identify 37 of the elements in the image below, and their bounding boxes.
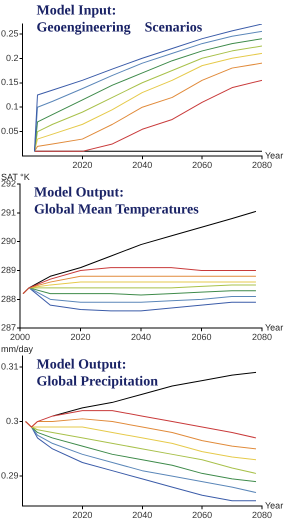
x-tick-label: 2060 xyxy=(192,160,212,170)
chart-subtitle: Geoengineering Scenarios xyxy=(36,20,203,36)
x-tick-label: 2080 xyxy=(252,160,272,170)
text: Global Mean Temperatures xyxy=(34,202,200,218)
y-tick-label: 0.15 xyxy=(0,77,19,88)
y-tick-label: 288 xyxy=(0,294,16,304)
x-tick-label: 2000 xyxy=(10,332,30,342)
y-tick-label: 291 xyxy=(0,207,16,218)
x-tick-label: 2020 xyxy=(70,332,91,342)
y-tick-label: 289 xyxy=(0,265,16,276)
x-tick-label: 2040 xyxy=(130,332,152,342)
y-tick-label: 290 xyxy=(0,236,16,246)
y-axis-title: mm/day xyxy=(1,344,34,354)
y-tick-label: 0.1 xyxy=(6,102,19,112)
y-tick-label: 0.05 xyxy=(0,126,19,136)
chart-title: Model Input: xyxy=(36,4,116,19)
y-tick-label: 0.3 xyxy=(6,416,19,426)
x-tick-label: 2080 xyxy=(252,332,272,342)
y-tick-label: 287 xyxy=(0,322,16,333)
y-tick-label: 0.2 xyxy=(6,52,19,63)
x-tick-label: 2040 xyxy=(132,160,152,170)
chart-title: Model Output: xyxy=(36,358,126,373)
x-tick-label: 2060 xyxy=(192,510,212,520)
x-tick-label: 2080 xyxy=(252,510,272,520)
x-tick-label: 2060 xyxy=(191,332,212,342)
y-tick-label: 0.31 xyxy=(0,361,19,372)
y-tick-label: 0.25 xyxy=(0,28,19,38)
y-axis-title: SAT °K xyxy=(1,172,30,182)
x-tick-label: 2020 xyxy=(72,160,92,170)
x-tick-label: 2040 xyxy=(132,510,152,520)
x-axis-title: Year xyxy=(265,322,284,333)
y-tick-label: 0.29 xyxy=(0,470,19,481)
chart-title: Model Output: xyxy=(34,186,124,201)
text: Global Precipitation xyxy=(36,374,158,390)
x-axis-title: Year xyxy=(265,500,284,511)
x-tick-label: 2020 xyxy=(72,510,92,520)
x-axis-title: Year xyxy=(265,150,284,161)
